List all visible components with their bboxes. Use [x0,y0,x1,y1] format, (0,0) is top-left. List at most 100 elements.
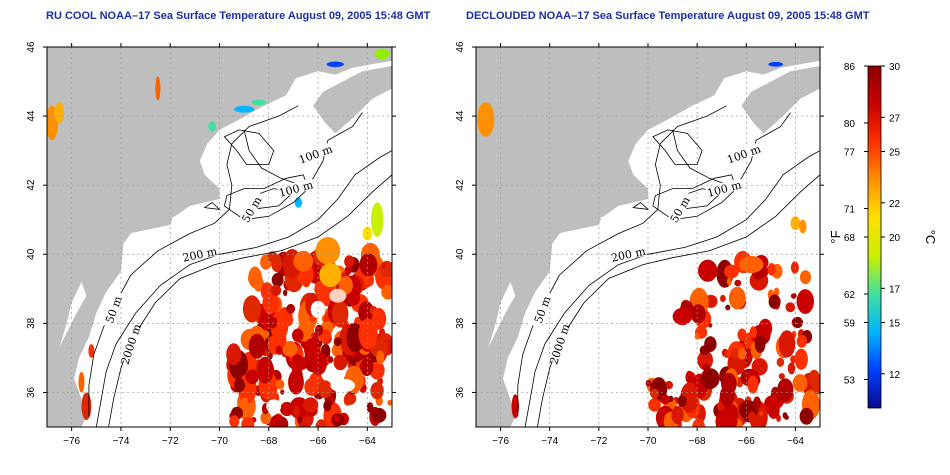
lon-tick-label: −74 [112,436,129,447]
sst-patch [344,255,355,268]
sst-patch [248,271,263,286]
contour-georges-bank [652,174,737,221]
sst-patch [720,294,726,303]
fahrenheit-tick-label: 71 [844,205,856,216]
sst-patch [726,277,732,286]
sst-patch [317,380,333,399]
sst-patch [782,412,788,419]
sst-patch [271,254,283,272]
contour-50m [88,105,299,417]
sst-patch [387,399,392,406]
sst-patch [785,302,796,313]
sst-patch [241,417,255,427]
contour-label-bg [665,190,694,228]
sst-patch [291,354,304,374]
lat-tick-label: 36 [455,386,466,398]
celsius-tick-label: 22 [889,199,901,210]
sst-patch [671,405,684,425]
lat-tick-label: 40 [26,248,37,260]
lat-tick-label: 44 [26,110,37,122]
map-axes: −76 −74 −72 −70 −68 −66 −64 36 38 40 42 44 46 [26,41,396,447]
sst-patch [268,316,278,329]
sst-patch [226,343,242,366]
sst-patch [381,263,387,270]
celsius-tick-label: 12 [889,370,901,381]
land-nova-scotia [741,66,820,134]
sst-patch [477,102,495,137]
sst-patch [280,389,285,395]
sst-patch [708,323,713,328]
sst-patch [310,351,327,376]
sst-patch [234,105,255,113]
sst-patch [271,272,284,287]
temperature-colorbar: 30 27 25 22 20 17 15 12 86 80 77 71 68 62 59 53 °F °C [828,62,938,409]
lat-tick-label: 44 [455,110,466,122]
sst-patch [698,259,718,282]
fahrenheit-tick-label: 59 [844,319,856,330]
lon-tick-label: −76 [63,436,80,447]
sst-patch [672,307,693,326]
land-nova-scotia [313,66,392,134]
sst-patch [778,373,785,380]
sst-patch [722,403,739,424]
lat-tick-label: 42 [455,179,466,191]
contour-gulf-maine [652,129,703,165]
left-panel-title: RU COOL NOAA–17 Sea Surface Temperature … [46,10,431,22]
sst-patch [791,316,804,329]
contour-label-bg [119,325,142,363]
sst-patch [777,378,794,402]
lat-tick-label: 46 [26,41,37,53]
sst-patch [731,348,739,359]
sst-patch [359,253,378,277]
sst-patch [333,354,348,371]
sst-patch [758,318,773,339]
land-mainland [47,47,392,427]
sst-patch [799,219,807,234]
sst-patch [374,48,390,60]
lon-tick-label: −64 [359,436,376,447]
sst-patch [660,394,670,405]
sst-patch [344,392,357,405]
celsius-tick-label: 30 [889,62,901,73]
sst-patch [327,356,334,364]
sst-patch [78,371,85,393]
sst-patch [304,377,320,396]
sst-patch [511,394,519,419]
sst-patch [358,301,375,324]
sst-patch [371,407,387,423]
sst-patch [734,279,742,287]
sst-patch [370,382,384,400]
sst-patch [275,345,284,355]
map-axes: −76 −74 −72 −70 −68 −66 −64 36 38 40 42 44 46 [455,41,824,447]
contour-200m [95,150,392,427]
fahrenheit-tick-label: 77 [844,148,856,159]
sst-patch [294,197,303,208]
right-panel-title: DECLOUDED NOAA–17 Sea Surface Temperatur… [466,10,870,22]
lon-tick-label: −72 [162,436,179,447]
sst-patch [697,350,713,371]
sst-patch [276,416,289,427]
contour-cape-cod [632,201,650,210]
contour-2000m [108,174,392,427]
sst-patch [376,350,385,365]
sst-patch [208,121,216,132]
sst-patch [333,414,340,423]
sst-patch [768,61,784,67]
celsius-tick-label: 25 [889,148,901,159]
sst-patch [319,262,342,288]
sst-patch [283,313,294,327]
sst-patch [692,418,705,427]
sst-patch [668,395,674,402]
lat-tick-label: 38 [455,317,466,329]
celsius-tick-label: 15 [889,319,901,330]
sst-patch [650,388,659,399]
contour-50m [517,105,727,417]
sst-patch [260,411,272,425]
sst-patch [800,270,811,285]
contour-gulf-maine [223,129,275,165]
lon-tick-label: −70 [640,436,657,447]
sst-patch [303,397,319,413]
